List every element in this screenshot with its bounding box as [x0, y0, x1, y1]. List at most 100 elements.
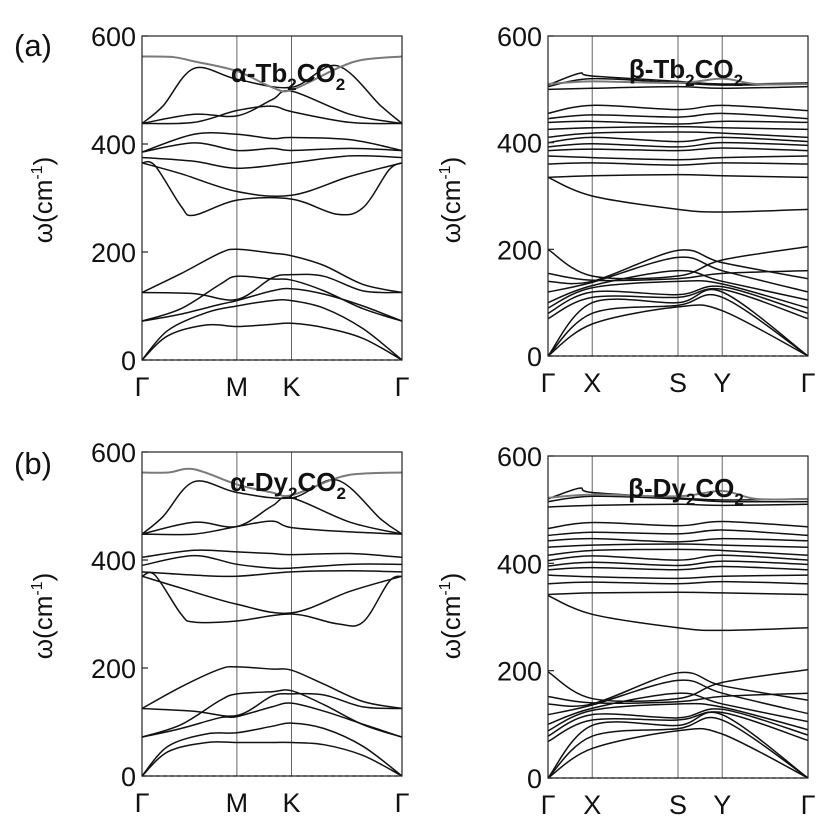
phonon-band-b3 — [548, 288, 808, 356]
phonon-band-b2 — [142, 722, 402, 776]
phonon-band-b20 — [548, 543, 808, 548]
y-axis-label-close: ) — [436, 573, 466, 582]
phonon-band-b6 — [548, 279, 808, 309]
y-axis-label-close: ) — [436, 157, 466, 166]
y-tick-label: 600 — [497, 22, 542, 52]
chart-title-sub: 2 — [734, 71, 743, 90]
phonon-band-b15 — [548, 574, 808, 580]
phonon-band-b14 — [548, 162, 808, 166]
phonon-band-b18 — [548, 136, 808, 144]
y-axis-label-close: ) — [28, 573, 58, 582]
x-tick-label: Γ — [541, 790, 556, 820]
phonon-band-b6 — [548, 702, 808, 732]
y-tick-label: 600 — [91, 22, 136, 52]
phonon-band-b20 — [548, 125, 808, 131]
phonon-band-b7 — [142, 571, 402, 627]
chart-title: β-Tb2CO2 — [629, 54, 743, 90]
plot-frame — [547, 35, 809, 357]
y-axis-label-superscript: -1 — [29, 581, 46, 595]
phonon-band-b25 — [548, 495, 808, 503]
phonon-band-b11 — [548, 668, 808, 703]
x-tick-label: K — [282, 788, 300, 818]
phonon-band-b4 — [142, 275, 402, 322]
phonon-band-b2 — [548, 716, 808, 778]
y-tick-label: 0 — [527, 342, 542, 372]
phonon-band-b7 — [548, 269, 808, 304]
phonon-band-b10 — [548, 269, 808, 282]
phonon-band-b14 — [142, 64, 402, 125]
y-axis-label-main: ω(cm — [28, 596, 58, 660]
phonon-band-b2 — [142, 299, 402, 360]
y-axis-label-superscript: -1 — [29, 165, 46, 179]
phonon-band-b8 — [142, 162, 402, 198]
phonon-band-b12 — [548, 176, 808, 213]
phonon-band-b15 — [142, 55, 402, 93]
band-group — [548, 487, 808, 778]
y-tick-label: 400 — [91, 130, 136, 160]
chart-title-main: α-Dy — [230, 467, 288, 497]
x-tick-label: Γ — [801, 368, 816, 398]
phonon-band-b9 — [548, 671, 808, 707]
phonon-band-b23 — [548, 520, 808, 530]
phonon-band-b11 — [548, 245, 808, 280]
y-axis-label-close: ) — [28, 157, 58, 166]
chart-title-mid: CO — [695, 54, 734, 84]
band-group — [548, 72, 808, 356]
phonon-band-b1 — [548, 304, 808, 356]
phonon-band-b5 — [548, 285, 808, 315]
phonon-band-b2 — [548, 293, 808, 356]
chart-title: α-Dy2CO2 — [230, 467, 346, 503]
phonon-band-b7 — [142, 160, 402, 217]
plot-frame — [141, 451, 403, 777]
x-tick-label: Γ — [801, 790, 816, 820]
y-axis-label: ω(cm-1) — [436, 573, 466, 660]
y-axis-label: ω(cm-1) — [28, 573, 58, 660]
x-tick-label: Γ — [395, 788, 410, 818]
plot-frame — [547, 455, 809, 779]
phonon-band-b11 — [142, 549, 402, 559]
phonon-band-b17 — [548, 560, 808, 567]
phonon-band-b1 — [548, 727, 808, 778]
chart-title-sub: 2 — [288, 484, 297, 503]
phonon-band-b3 — [142, 287, 402, 322]
phonon-band-b6 — [142, 665, 402, 710]
panel-label-b: (b) — [14, 446, 52, 481]
phonon-band-b18 — [548, 554, 808, 562]
phonon-band-b19 — [548, 131, 808, 139]
phonon-band-b21 — [548, 120, 808, 125]
phonon-band-b9 — [142, 154, 402, 170]
phonon-band-b24 — [548, 503, 808, 508]
phonon-band-b23 — [548, 104, 808, 115]
x-tick-label: Γ — [395, 372, 410, 402]
phonon-band-b4 — [548, 287, 808, 320]
plot-frame — [141, 35, 403, 361]
phonon-band-b6 — [142, 248, 402, 294]
phonon-band-b12 — [142, 520, 402, 536]
phonon-band-b15 — [548, 155, 808, 161]
chart-title-main: β-Dy — [628, 473, 686, 503]
y-tick-label: 0 — [121, 762, 136, 792]
y-tick-label: 600 — [497, 442, 542, 472]
y-axis-label-main: ω(cm — [436, 596, 466, 660]
y-tick-label: 400 — [91, 546, 136, 576]
phonon-band-b4 — [142, 689, 402, 738]
x-tick-label: S — [669, 790, 687, 820]
chart-title: β-Dy2CO2 — [628, 473, 744, 509]
chart-title-sub: 2 — [734, 490, 743, 509]
y-tick-label: 0 — [527, 764, 542, 794]
phonon-band-b13 — [548, 591, 808, 596]
phonon-band-b12 — [142, 105, 402, 125]
band-group — [142, 467, 402, 776]
y-axis-label: ω(cm-1) — [436, 157, 466, 244]
y-tick-label: 400 — [497, 129, 542, 159]
chart-title-mid: CO — [695, 473, 734, 503]
x-tick-label: Γ — [541, 368, 556, 398]
phonon-band-b13 — [142, 89, 402, 125]
y-axis-label-superscript: -1 — [437, 581, 454, 595]
phonon-band-b5 — [142, 692, 402, 717]
y-axis-label-main: ω(cm — [436, 180, 466, 244]
